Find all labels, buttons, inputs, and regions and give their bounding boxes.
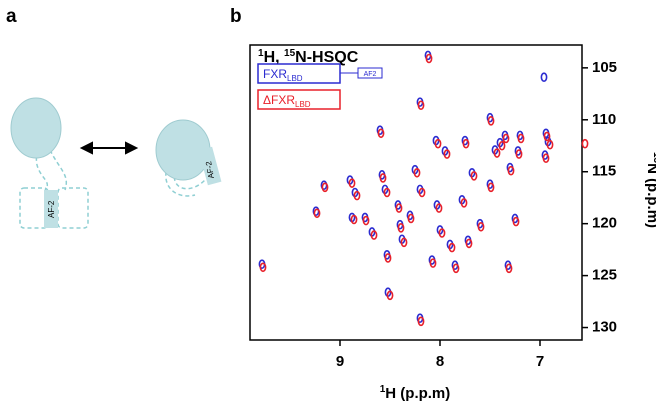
peak bbox=[395, 203, 403, 213]
peak bbox=[417, 316, 425, 327]
peak bbox=[259, 262, 267, 273]
peak bbox=[448, 242, 456, 253]
panel-label: b bbox=[230, 6, 242, 27]
protein-shape bbox=[10, 97, 62, 159]
inset-box bbox=[357, 67, 383, 79]
legend-box bbox=[257, 89, 341, 110]
peak bbox=[470, 171, 478, 181]
peak bbox=[460, 198, 468, 208]
peak bbox=[487, 182, 495, 193]
y-tick-label: 125 bbox=[592, 267, 617, 284]
peak bbox=[546, 139, 554, 150]
peak bbox=[413, 167, 421, 178]
peak bbox=[384, 253, 392, 263]
y-axis-label: 15N (p.p.m) bbox=[644, 152, 656, 228]
peak bbox=[434, 138, 442, 149]
peak bbox=[465, 238, 473, 249]
peak bbox=[407, 213, 415, 224]
x-tick-label: 9 bbox=[336, 353, 344, 370]
peak bbox=[502, 133, 510, 144]
peak bbox=[321, 182, 329, 193]
peak bbox=[477, 221, 485, 232]
peak bbox=[498, 140, 506, 151]
af2-label: AF-2 bbox=[204, 160, 216, 179]
panel-label: a bbox=[6, 6, 17, 27]
inset-label: AF2 bbox=[364, 71, 377, 78]
af2-label: AF-2 bbox=[47, 200, 56, 218]
peak bbox=[425, 53, 433, 64]
y-tick-label: 130 bbox=[592, 319, 617, 336]
peak bbox=[507, 165, 515, 176]
peak bbox=[452, 263, 460, 274]
peak bbox=[429, 258, 437, 268]
chart-title: 1H, 15N-HSQC bbox=[258, 48, 359, 66]
double-arrow bbox=[79, 141, 139, 155]
peak bbox=[397, 223, 405, 233]
legend: FXRLBD AF2 ΔFXRLBD bbox=[257, 63, 383, 110]
y-tick-label: 120 bbox=[592, 215, 617, 232]
peak bbox=[417, 100, 425, 111]
peak bbox=[540, 72, 548, 83]
peak bbox=[386, 290, 394, 301]
peak bbox=[353, 190, 361, 201]
x-axis-label: 1H (p.p.m) bbox=[380, 384, 451, 402]
x-tick-label: 8 bbox=[436, 353, 444, 370]
peaks bbox=[258, 50, 589, 327]
peak bbox=[400, 237, 408, 248]
peak bbox=[505, 263, 513, 274]
peak bbox=[515, 149, 523, 159]
peak bbox=[581, 138, 589, 149]
peak bbox=[543, 131, 551, 142]
y-tick-label: 110 bbox=[592, 111, 616, 128]
peak bbox=[313, 208, 321, 219]
peak bbox=[493, 148, 501, 158]
legend-entry: FXRLBD bbox=[263, 67, 303, 83]
peak bbox=[487, 116, 495, 126]
x-tick-label: 7 bbox=[536, 353, 544, 370]
peak bbox=[435, 203, 443, 213]
peak bbox=[462, 138, 470, 149]
af2-helix bbox=[44, 190, 58, 228]
peak bbox=[418, 187, 426, 198]
y-tick-label: 115 bbox=[592, 163, 616, 180]
legend-entry: ΔFXRLBD bbox=[263, 93, 311, 109]
peak bbox=[379, 173, 387, 183]
peak bbox=[348, 178, 356, 188]
peak bbox=[383, 187, 391, 198]
y-tick-label: 105 bbox=[592, 59, 617, 76]
peak bbox=[370, 230, 378, 240]
peak bbox=[512, 216, 520, 227]
peak bbox=[377, 128, 385, 139]
peak bbox=[443, 149, 451, 159]
peak bbox=[362, 215, 370, 226]
peak bbox=[438, 228, 446, 238]
peak bbox=[350, 214, 358, 225]
peak bbox=[517, 133, 525, 144]
af2-helix bbox=[198, 146, 222, 186]
peak bbox=[542, 153, 550, 164]
plot-frame bbox=[249, 44, 583, 341]
